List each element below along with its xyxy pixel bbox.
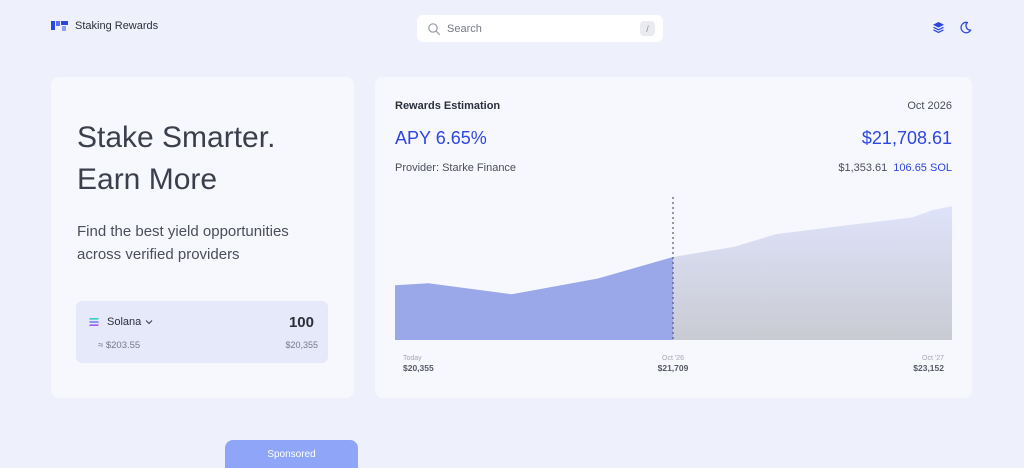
moon-icon[interactable] — [959, 21, 972, 34]
logo-icon — [51, 21, 68, 31]
x-tick-value: $23,152 — [913, 363, 944, 373]
x-tick-1: Oct '26 $21,709 — [643, 354, 703, 374]
hero-subtitle-line2: across verified providers — [77, 246, 240, 263]
rewards-date: Oct 2026 — [907, 100, 952, 112]
x-tick-0: Today $20,355 — [395, 354, 455, 374]
search-bar[interactable]: / — [417, 15, 663, 42]
rewards-chart[interactable] — [395, 197, 952, 342]
total-value: $21,708.61 — [861, 128, 952, 148]
rewards-title: Rewards Estimation — [395, 100, 501, 112]
token-selector[interactable]: Solana — [88, 316, 153, 328]
sponsored-tab[interactable]: Sponsored — [225, 440, 358, 468]
solana-icon — [89, 318, 99, 326]
x-tick-label: Oct '26 — [662, 355, 684, 362]
stake-usd-total: $20,355 — [285, 340, 318, 350]
rewards-card: Rewards Estimation Oct 2026 APY 6.65% $2… — [375, 77, 972, 398]
x-tick-value: $21,709 — [657, 363, 689, 373]
brand-name: Staking Rewards — [75, 20, 159, 32]
token-price-approx: ≈ $203.55 — [98, 340, 141, 351]
hero-subtitle: Find the best yield opportunities across… — [77, 220, 327, 266]
hero-subtitle-line1: Find the best yield opportunities — [77, 223, 289, 240]
chevron-down-icon — [145, 320, 153, 325]
earnings-summary: $1,353.61 106.65 SOL — [838, 162, 952, 174]
search-shortcut-badge: / — [640, 21, 655, 36]
provider-link[interactable]: Provider: Starke Finance — [395, 162, 517, 174]
hero-title: Stake Smarter. Earn More — [77, 117, 337, 201]
layers-icon[interactable] — [932, 21, 945, 34]
projected-area — [673, 206, 952, 340]
earned-area — [395, 257, 673, 340]
x-tick-label: Oct '27 — [922, 355, 944, 362]
hero-card: Stake Smarter. Earn More Find the best y… — [51, 77, 354, 398]
search-input[interactable] — [447, 22, 640, 35]
stake-amount-input[interactable] — [234, 314, 314, 331]
search-icon — [428, 22, 441, 35]
earned-usd: $1,353.61 — [838, 162, 888, 174]
x-tick-label: Today — [403, 355, 422, 362]
apy-value: APY 6.65% — [395, 128, 487, 148]
top-bar: Staking Rewards / — [0, 0, 1024, 56]
hero-title-line1: Stake Smarter. — [77, 121, 276, 154]
chart-x-axis: Today $20,355 Oct '26 $21,709 Oct '27 $23,152 — [395, 354, 952, 384]
x-tick-2: Oct '27 $23,152 — [892, 354, 952, 374]
brand-logo[interactable]: Staking Rewards — [51, 20, 158, 32]
stake-input-box: Solana ≈ $203.55 $20,355 — [76, 301, 328, 363]
token-name: Solana — [107, 316, 142, 328]
hero-title-line2: Earn More — [77, 163, 218, 196]
earned-sol: 106.65 SOL — [893, 162, 952, 174]
x-tick-value: $20,355 — [403, 363, 434, 373]
